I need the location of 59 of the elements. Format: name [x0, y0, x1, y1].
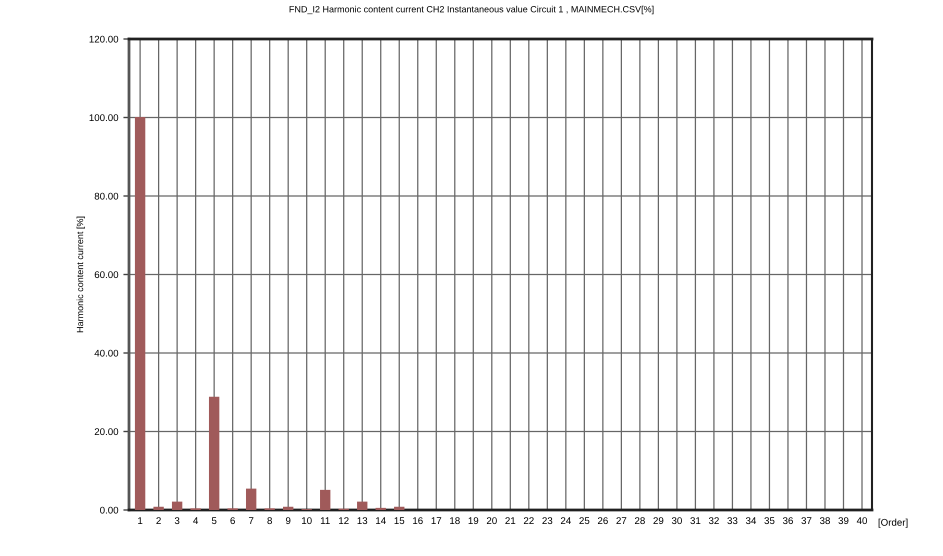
x-tick-label: 15: [394, 517, 404, 524]
bar: [357, 502, 368, 510]
x-tick-label: 14: [376, 517, 386, 524]
chart-title: FND_I2 Harmonic content current CH2 Instantaneous value Circuit 1 , MAINMECH.CSV[%]: [290, 6, 654, 14]
x-axis-title: [Order]: [878, 518, 908, 528]
x-tick-label: 20: [486, 517, 497, 524]
x-tick-label: 33: [727, 517, 738, 524]
x-tick-label: 12: [339, 517, 349, 524]
x-tick-label: 5: [212, 517, 216, 524]
x-tick-label: 40: [856, 517, 868, 524]
x-tick-label: 28: [634, 517, 645, 524]
x-tick-label: 31: [690, 517, 700, 524]
x-tick-label: 3: [174, 517, 180, 524]
y-tick-label: 120.00: [90, 36, 118, 43]
x-tick-label: 6: [230, 517, 235, 524]
x-tick-label: 18: [450, 517, 460, 524]
x-tick-label: 24: [560, 517, 571, 524]
y-tick-label: 80.00: [94, 192, 118, 200]
bar: [283, 506, 294, 510]
bar: [153, 506, 164, 510]
x-tick-label: 7: [248, 517, 254, 524]
x-tick-label: 9: [286, 517, 290, 524]
x-tick-label: 22: [524, 517, 534, 524]
x-tick-label: 29: [653, 517, 664, 524]
x-tick-label: 38: [820, 517, 830, 524]
x-tick-label: 10: [302, 517, 312, 524]
x-tick-label: 8: [267, 517, 272, 524]
bar: [172, 502, 182, 510]
x-tick-label: 34: [746, 517, 756, 524]
y-tick-label: 0.00: [100, 506, 118, 514]
x-tick-label: 26: [598, 517, 608, 524]
x-tick-label: 39: [838, 517, 848, 524]
x-tick-label: 19: [468, 517, 478, 524]
x-tick-label: 32: [708, 517, 719, 524]
bar: [208, 396, 220, 510]
x-tick-label: 17: [432, 517, 442, 524]
bar: [134, 116, 146, 510]
x-tick-label: 27: [616, 517, 626, 524]
y-tick-label: 60.00: [94, 271, 118, 278]
x-tick-label: 36: [782, 517, 793, 524]
y-tick-label: 40.00: [94, 350, 118, 357]
x-tick-label: 4: [193, 517, 198, 524]
bar: [394, 506, 404, 510]
x-tick-label: 37: [801, 517, 812, 524]
x-tick-label: 21: [505, 517, 516, 524]
x-tick-label: 30: [672, 517, 682, 524]
y-tick-label: 20.00: [94, 428, 118, 436]
x-tick-label: 23: [542, 517, 552, 524]
x-tick-label: 2: [156, 517, 161, 524]
bar: [246, 488, 256, 510]
x-tick-label: 16: [413, 517, 423, 524]
x-tick-label: 1: [138, 517, 142, 524]
bar: [320, 490, 330, 510]
x-tick-label: 25: [579, 517, 590, 524]
y-axis-title: Harmonic content current [%]: [76, 216, 85, 332]
x-tick-label: 11: [320, 517, 330, 524]
x-tick-label: 35: [764, 517, 774, 524]
x-tick-label: 13: [358, 517, 368, 524]
y-tick-label: 100.00: [90, 114, 118, 122]
